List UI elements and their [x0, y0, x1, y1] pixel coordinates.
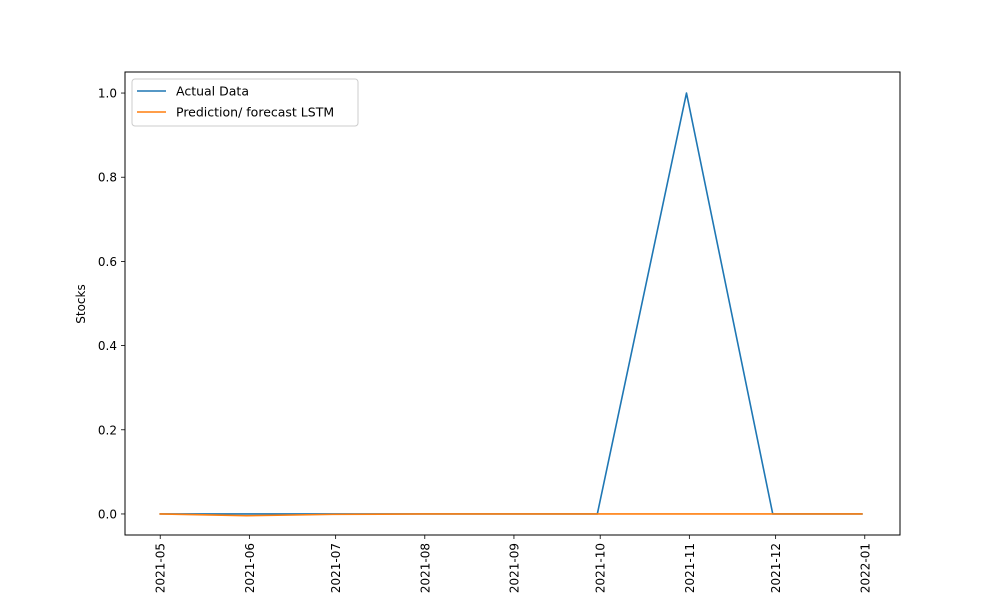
x-tick-label: 2021-12	[769, 543, 783, 593]
plot-area	[125, 72, 900, 535]
legend: Actual Data Prediction/ forecast LSTM	[131, 78, 359, 127]
series-layer	[159, 92, 863, 517]
legend-label-actual-data: Actual Data	[176, 84, 249, 99]
y-tick-label: 0.0	[98, 507, 117, 521]
x-tick-label: 2022-01	[858, 543, 872, 593]
legend-frame	[131, 78, 359, 127]
x-tick-label: 2021-07	[329, 543, 343, 593]
y-tick-label: 1.0	[98, 87, 117, 101]
x-tick-label: 2021-09	[507, 543, 521, 593]
y-axis-label: Stocks	[74, 284, 88, 323]
y-tick-label: 0.6	[98, 255, 117, 269]
x-tick-label: 2021-11	[683, 543, 697, 593]
x-tick-label: 2021-08	[418, 543, 432, 593]
x-tick-label: 2021-05	[154, 543, 168, 593]
y-tick-label: 0.8	[98, 171, 117, 185]
legend-label-prediction: Prediction/ forecast LSTM	[176, 105, 334, 120]
series-line-1	[159, 513, 863, 517]
y-tick-label: 0.4	[98, 339, 117, 353]
x-tick-label: 2021-06	[243, 543, 257, 593]
x-tick-label: 2021-10	[594, 543, 608, 593]
y-tick-label: 0.2	[98, 423, 117, 437]
plot-frame	[124, 71, 901, 536]
x-axis: 2021-05 2021-06 2021-07 2021-08 2021-09 2021-…	[154, 535, 872, 593]
y-axis: 0.0 0.2 0.4 0.6 0.8 1.0	[98, 87, 125, 521]
